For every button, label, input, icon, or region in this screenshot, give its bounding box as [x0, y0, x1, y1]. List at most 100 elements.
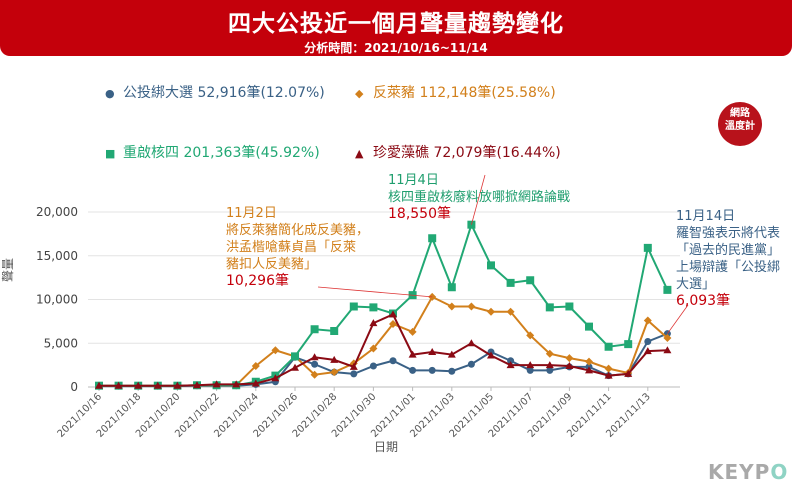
chart-subtitle: 分析時間：2021/10/16~11/14 [304, 41, 488, 55]
data-point [585, 357, 593, 366]
series-1 [95, 292, 672, 390]
data-point [545, 349, 554, 358]
data-point [624, 369, 633, 377]
data-point [428, 348, 437, 355]
data-point [271, 346, 280, 355]
annotation-text: 「過去的民進黨」 [676, 243, 781, 258]
legend-summary: 72,079筆(16.44%) [433, 145, 561, 161]
annotation-2: 11月14日 羅智強表示將代表 「過去的民進黨」 上場辯護「公投綁 大選」 6,093筆 [676, 208, 780, 310]
data-point [349, 302, 358, 311]
data-point [447, 350, 456, 358]
data-point [663, 285, 672, 294]
data-point [349, 362, 358, 370]
annotation-leader-line [471, 174, 486, 225]
y-axis-title: 聲量 [0, 258, 15, 282]
logo-text-1: 網路 [730, 108, 750, 119]
y-tick-label: 10,000 [36, 293, 78, 307]
legend-summary: 112,148筆(25.58%) [419, 85, 556, 101]
data-point [604, 342, 613, 351]
data-point [251, 362, 260, 370]
annotation-date: 11月4日 [388, 173, 439, 188]
annotation-text: 大選」 [676, 277, 716, 292]
legend-label: 重啟核四 [123, 145, 179, 161]
data-point [447, 302, 456, 311]
data-point [663, 346, 672, 354]
data-point [487, 307, 495, 316]
annotation-leader-line [317, 286, 433, 298]
series-3 [95, 310, 672, 389]
data-point [585, 366, 593, 374]
logo-text-2: 溫度計 [725, 121, 755, 132]
data-point [644, 338, 652, 345]
data-point [114, 381, 123, 389]
annotation-text: 洪孟楷嗆蘇貞昌「反萊 [226, 240, 357, 255]
network-thermometer-logo: 網路 溫度計 [718, 102, 762, 146]
data-point [291, 352, 299, 361]
data-point [545, 303, 554, 312]
logo-text: KEYP [708, 460, 771, 484]
data-point [409, 366, 417, 374]
data-point [389, 310, 397, 318]
data-point [408, 350, 417, 358]
data-point [389, 320, 397, 328]
legend-summary: 201,363筆(45.92%) [183, 145, 320, 161]
data-point [369, 344, 378, 353]
data-point [526, 361, 535, 369]
legend-marker-icon: ● [105, 87, 115, 100]
data-point [428, 366, 436, 374]
data-point [369, 362, 377, 370]
y-tick-label: 5,000 [44, 336, 78, 350]
data-point [565, 354, 574, 363]
header-banner: 四大公投近一個月聲量趨勢變化 分析時間：2021/10/16~11/14 [0, 0, 792, 56]
annotation-date: 11月2日 [226, 206, 277, 221]
x-axis-title: 日期 [374, 440, 398, 454]
data-point [526, 276, 535, 285]
data-point [428, 234, 437, 243]
legend-label: 公投綁大選 [123, 85, 193, 101]
data-point [643, 347, 652, 355]
legend-item-0: ● 公投綁大選 52,916筆(12.07%) [105, 82, 325, 102]
data-point [310, 353, 319, 361]
series-line [99, 313, 668, 387]
legend-marker-icon: ■ [105, 147, 116, 160]
legend-label: 珍愛藻礁 [373, 145, 429, 161]
data-point [291, 363, 299, 371]
annotation-text: 核四重啟核廢料放哪掀網路論戰 [388, 190, 571, 205]
data-point [526, 366, 534, 374]
data-point [545, 361, 554, 369]
data-point [311, 360, 319, 368]
data-point [506, 361, 515, 369]
y-tick-label: 0 [70, 380, 78, 394]
annotation-0: 11月2日 將反萊豬簡化成反美豬， 洪孟楷嗆蘇貞昌「反萊 豬扣人反美豬」 10,296筆 [226, 205, 369, 290]
data-point [369, 303, 378, 312]
keypo-logo: KEYPO [708, 460, 788, 484]
data-point [643, 243, 652, 252]
data-point [330, 368, 339, 377]
data-point [310, 370, 319, 379]
data-point [624, 340, 633, 349]
data-point [467, 302, 476, 311]
data-point [487, 261, 495, 270]
chart-title: 四大公投近一個月聲量趨勢變化 [228, 11, 564, 37]
data-point [389, 357, 397, 365]
data-point [134, 381, 143, 389]
data-point [330, 327, 339, 335]
legend-label: 反萊豬 [373, 85, 415, 101]
annotation-text: 豬扣人反美豬」 [226, 257, 318, 272]
data-point [95, 381, 103, 389]
legend-marker-icon: ▲ [355, 147, 364, 160]
y-tick-label: 20,000 [36, 205, 78, 219]
annotation-text: 羅智強表示將代表 [676, 226, 781, 241]
data-point [526, 331, 535, 340]
logo-text-o: O [770, 460, 789, 484]
data-point [546, 366, 554, 374]
data-point [251, 379, 260, 387]
data-point [663, 334, 672, 342]
data-point [408, 327, 417, 336]
legend-item-2: ■ 重啟核四 201,363筆(45.92%) [105, 142, 320, 162]
data-point [565, 302, 574, 311]
data-point [467, 360, 475, 368]
annotation-count: 18,550筆 [388, 206, 451, 222]
data-point [507, 357, 515, 365]
data-point [447, 283, 456, 292]
